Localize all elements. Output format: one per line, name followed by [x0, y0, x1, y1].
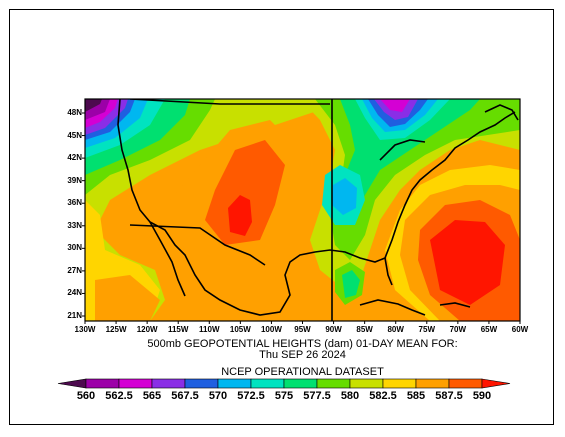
colorbar-segment — [250, 378, 285, 389]
lon-label: 105W — [229, 325, 251, 334]
colorbar-label: 565 — [142, 390, 162, 402]
lon-label: 110W — [199, 325, 220, 334]
lat-label: 42N — [67, 153, 82, 163]
colorbar-label: 575 — [274, 390, 294, 402]
colorbar-segment — [382, 378, 417, 389]
colorbar-segment — [118, 378, 153, 389]
band-572-central — [332, 178, 357, 215]
colorbar-max-triangle — [481, 378, 511, 389]
lat-label: 24N — [67, 288, 82, 298]
coastlines — [117, 99, 519, 316]
lon-label: 60W — [511, 325, 529, 334]
lon-label: 80W — [387, 325, 404, 334]
colorbar-label: 590 — [472, 390, 492, 402]
lon-label: 65W — [480, 325, 498, 334]
colorbar-segment — [151, 378, 186, 389]
colorbar-segment — [316, 378, 351, 389]
lon-label: 95W — [294, 325, 311, 334]
lat-label: 30N — [67, 243, 82, 253]
colorbar-segment — [415, 378, 450, 389]
colorbar-label: 560 — [76, 390, 96, 402]
lat-label: 27N — [67, 265, 82, 275]
colorbar-segment — [448, 378, 483, 389]
band-587-sw — [95, 275, 160, 321]
band-560-north — [85, 99, 102, 112]
lat-label: 45N — [67, 130, 82, 140]
colorbar-segment — [283, 378, 318, 389]
lat-label: 33N — [67, 220, 82, 230]
colorbar-label: 562.5 — [105, 390, 133, 402]
lon-label: 125W — [105, 325, 127, 334]
colorbar-label: 572.5 — [237, 390, 265, 402]
axis-ticks — [82, 112, 521, 324]
lon-label: 120W — [136, 325, 158, 334]
band-max-east — [430, 220, 505, 305]
figure-frame — [9, 9, 554, 425]
colorbar-label: 567.5 — [171, 390, 199, 402]
band-577-gulf — [342, 270, 360, 298]
colorbar-segment — [349, 378, 384, 389]
colorbar-label: 585 — [406, 390, 426, 402]
lon-label: 70W — [449, 325, 467, 334]
band-590-central — [205, 140, 285, 245]
lat-label: 48N — [67, 108, 82, 117]
lon-label: 115W — [167, 325, 189, 334]
lon-label: 75W — [418, 325, 435, 334]
band-max-central — [228, 195, 252, 236]
colorbar-label: 582.5 — [369, 390, 397, 402]
dataset-label: NCEP OPERATIONAL DATASET — [221, 366, 384, 378]
colorbar-segment — [85, 378, 120, 389]
lon-label: 85W — [356, 325, 373, 334]
lon-label: 90W — [325, 325, 342, 334]
lon-label: 130W — [74, 325, 96, 334]
colorbar-label: 570 — [208, 390, 228, 402]
colorbar-segment — [184, 378, 219, 389]
colorbar-label: 577.5 — [303, 390, 331, 402]
band-565-ne — [380, 99, 410, 112]
title-line-2: Thu SEP 26 2024 — [259, 349, 346, 361]
lat-label: 36N — [67, 198, 82, 208]
colorbar-label: 587.5 — [435, 390, 463, 402]
colorbar-label: 580 — [340, 390, 360, 402]
lon-label: 100W — [260, 325, 282, 334]
colorbar-segment — [217, 378, 252, 389]
colorbar-min-triangle — [57, 378, 87, 389]
lat-label: 21N — [67, 311, 82, 320]
colorbar — [57, 378, 511, 389]
title-line-1: 500mb GEOPOTENTIAL HEIGHTS (dam) 01-DAY … — [147, 338, 458, 350]
height-field — [85, 99, 520, 321]
lat-label: 39N — [67, 175, 82, 185]
